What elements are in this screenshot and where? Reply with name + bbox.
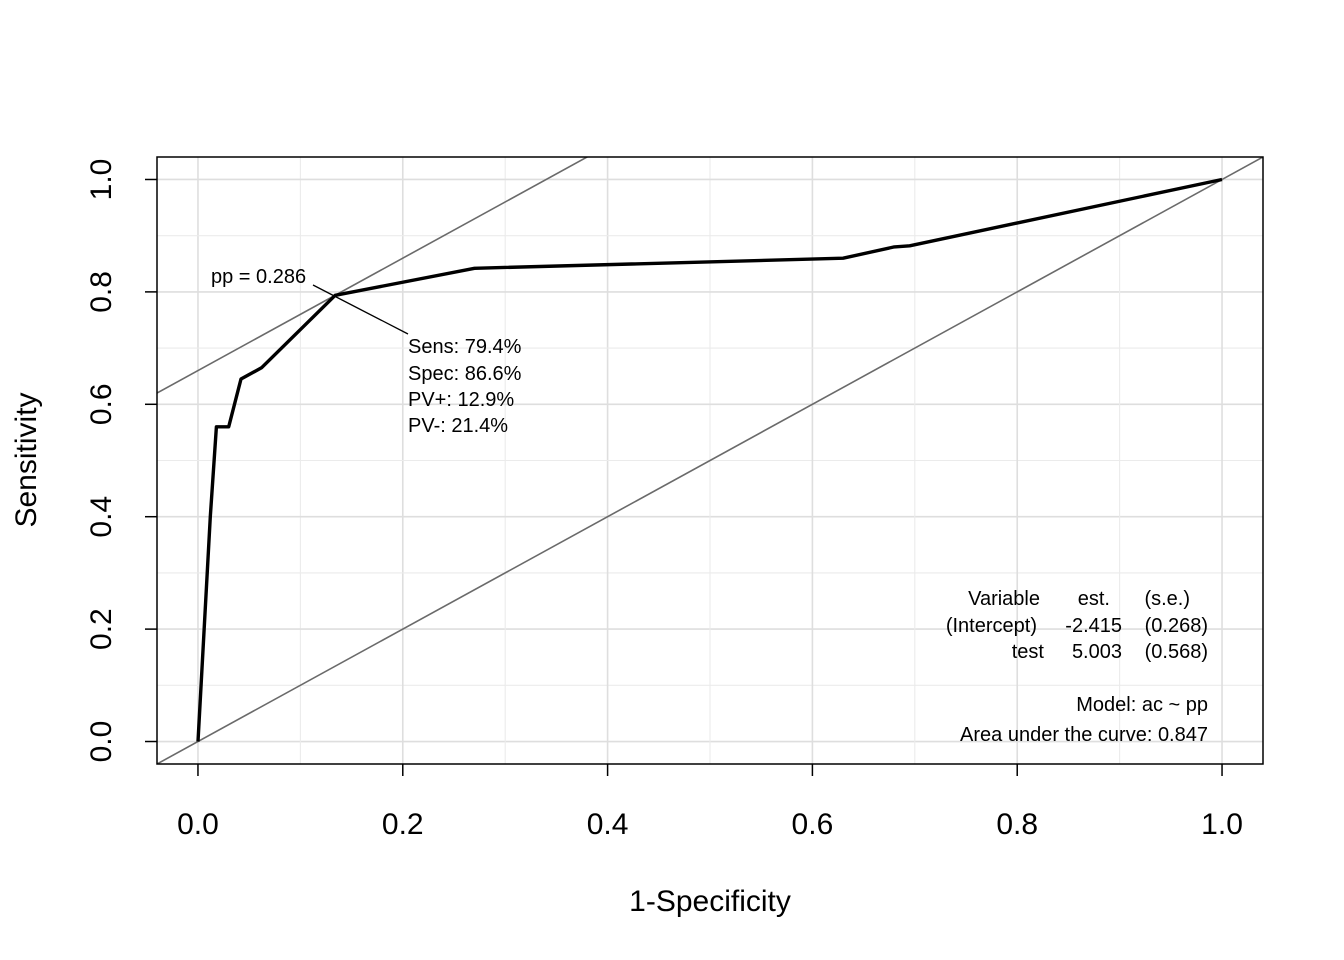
point-label: pp = 0.286: [211, 266, 306, 288]
y-axis-title: Sensitivity: [10, 392, 43, 527]
tangent-line: [157, 157, 589, 394]
plot-frame: [156, 156, 1264, 765]
roc-curve: [196, 177, 1223, 742]
table-row-test-est: 5.003: [1072, 641, 1122, 663]
model-table: Variable est. (s.e.) (Intercept) -2.415 …: [946, 588, 1208, 746]
grid: [157, 157, 1263, 764]
stat-sens: Sens: 79.4%: [408, 336, 522, 358]
x-tick-label: 0.2: [382, 808, 424, 841]
y-tick-label: 0.4: [85, 496, 118, 538]
cutoff-stats: Sens: 79.4% Spec: 86.6% PV+: 12.9% PV-: …: [408, 336, 522, 437]
stat-npv: PV-: 21.4%: [408, 415, 508, 437]
table-header-variable: Variable: [968, 588, 1040, 610]
y-tick-label: 0.2: [85, 608, 118, 650]
table-row-intercept-name: (Intercept): [946, 615, 1037, 637]
x-tick-label: 0.0: [177, 808, 219, 841]
chance-diagonal: [157, 157, 1263, 764]
table-header-se: (s.e.): [1144, 588, 1190, 610]
table-row-intercept-se: (0.268): [1145, 615, 1208, 637]
y-tick-label: 0.6: [85, 383, 118, 425]
auc-text: Area under the curve: 0.847: [960, 724, 1208, 746]
x-axis: 0.0 0.2 0.4 0.6 0.8 1.0: [177, 764, 1243, 841]
y-tick-label: 1.0: [85, 159, 118, 201]
table-row-test-se: (0.568): [1145, 641, 1208, 663]
point-label-leader: [312, 284, 409, 335]
x-tick-label: 1.0: [1201, 808, 1243, 841]
table-header-est: est.: [1078, 588, 1110, 610]
reference-lines: [157, 157, 1263, 764]
stat-ppv: PV+: 12.9%: [408, 389, 514, 411]
y-tick-label: 0.0: [85, 721, 118, 763]
y-tick-label: 0.8: [85, 271, 118, 313]
stat-spec: Spec: 86.6%: [408, 363, 522, 385]
table-row-intercept-est: -2.415: [1065, 615, 1122, 637]
x-axis-title: 1-Specificity: [629, 885, 791, 918]
x-tick-label: 0.4: [587, 808, 629, 841]
x-tick-label: 0.8: [996, 808, 1038, 841]
roc-series-line: [196, 177, 1223, 742]
x-tick-label: 0.6: [792, 808, 834, 841]
model-formula: Model: ac ~ pp: [1076, 694, 1208, 716]
table-row-test-name: test: [1012, 641, 1045, 663]
y-axis: 0.0 0.2 0.4 0.6 0.8 1.0: [85, 159, 157, 763]
